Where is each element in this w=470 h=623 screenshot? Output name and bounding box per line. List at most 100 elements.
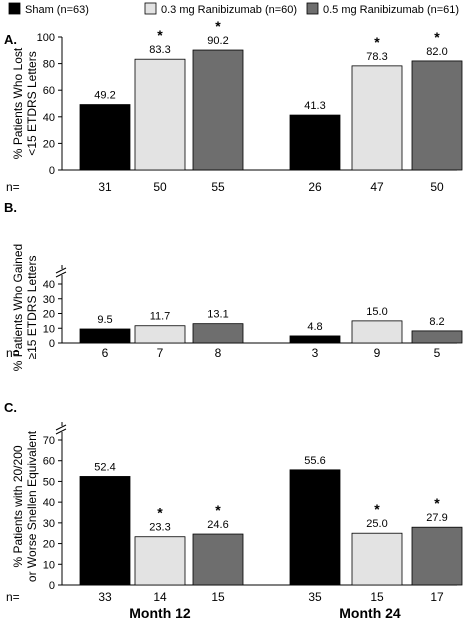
bar-value-label: 78.3 xyxy=(366,51,387,63)
bar xyxy=(411,330,463,344)
n-count-label: 55 xyxy=(211,180,225,194)
significance-star: * xyxy=(374,34,380,50)
bar xyxy=(411,60,463,171)
bar xyxy=(79,328,131,344)
y-tick-label: 50 xyxy=(43,476,55,488)
y-tick-label: 10 xyxy=(43,559,55,571)
n-count-label: 26 xyxy=(308,180,322,194)
bar-value-label: 9.5 xyxy=(97,314,112,326)
bar xyxy=(351,65,403,171)
bar-value-label: 24.6 xyxy=(207,519,228,531)
y-tick-label: 0 xyxy=(49,338,55,350)
bar-value-label: 8.2 xyxy=(429,316,444,328)
legend-label: 0.3 mg Ranibizumab (n=60) xyxy=(161,4,297,16)
axis-break-mark xyxy=(55,271,67,278)
bar-value-label: 15.0 xyxy=(366,306,387,318)
y-tick-label: 30 xyxy=(43,518,55,530)
panel-label: C. xyxy=(4,400,17,415)
bar xyxy=(289,114,341,171)
n-count-label: 47 xyxy=(370,180,384,194)
month-labels: Month 12 Month 24 xyxy=(129,605,401,621)
axis-break-gap xyxy=(59,426,65,432)
y-tick-label: 20 xyxy=(43,309,55,321)
bar xyxy=(192,323,244,344)
bar-value-label: 82.0 xyxy=(426,46,447,58)
y-axis-label: % Patients Who Lost xyxy=(11,47,25,159)
legend-item: 0.5 mg Ranibizumab (n=61) xyxy=(306,2,459,16)
n-count-label: 5 xyxy=(434,346,441,360)
bar xyxy=(134,536,186,586)
significance-star: * xyxy=(215,502,221,518)
axis-break-mark xyxy=(55,428,67,435)
y-tick-label: 0 xyxy=(49,580,55,592)
bar xyxy=(79,104,131,171)
significance-star: * xyxy=(434,29,440,45)
significance-star: * xyxy=(157,27,163,43)
n-count-label: 50 xyxy=(430,180,444,194)
month-label: Month 12 xyxy=(129,605,191,621)
legend-item: Sham (n=63) xyxy=(8,2,89,16)
panel-label: B. xyxy=(4,200,17,215)
bar xyxy=(134,325,186,344)
bar-value-label: 41.3 xyxy=(304,100,325,112)
y-axis-label: % Patients Who Gained xyxy=(11,244,25,371)
bar xyxy=(289,469,341,586)
y-tick-label: 60 xyxy=(43,85,55,97)
n-count-label: 33 xyxy=(98,590,112,604)
bar-value-label: 13.1 xyxy=(207,309,228,321)
n-label: n= xyxy=(6,180,20,194)
chart-panel-b: B. % Patients Who Gained ≥15 ETDRS Letters… xyxy=(4,200,463,371)
n-count-label: 15 xyxy=(211,590,225,604)
axis-break-gap xyxy=(59,269,65,275)
legend: Sham (n=63) 0.3 mg Ranibizumab (n=60) 0.5 … xyxy=(8,2,459,16)
bar xyxy=(192,49,244,171)
n-count-label: 17 xyxy=(430,590,444,604)
y-tick-label: 80 xyxy=(43,59,55,71)
y-tick-label: 10 xyxy=(43,323,55,335)
significance-star: * xyxy=(215,18,221,34)
n-count-label: 31 xyxy=(98,180,112,194)
y-tick-label: 40 xyxy=(43,279,55,291)
n-count-label: 6 xyxy=(102,346,109,360)
n-count-label: 50 xyxy=(153,180,167,194)
y-tick-label: 40 xyxy=(43,112,55,124)
month-label: Month 24 xyxy=(339,605,401,621)
significance-star: * xyxy=(374,501,380,517)
chart-panel-a: A.% Patients Who Lost <15 ETDRS Letters 0 2… xyxy=(4,18,463,194)
bar-value-label: 11.7 xyxy=(150,311,171,323)
legend-swatch xyxy=(144,2,157,15)
y-tick-label: 40 xyxy=(43,497,55,509)
bar-value-label: 49.2 xyxy=(94,90,115,102)
y-axis-label: % Patients with 20/200 xyxy=(11,445,25,567)
bar xyxy=(351,532,403,586)
y-tick-label: 100 xyxy=(37,32,55,44)
n-label: n= xyxy=(6,346,20,360)
chart-panel-c: C. % Patients with 20/200 or Worse Snellen… xyxy=(4,400,463,604)
y-axis-label: ≥15 ETDRS Letters xyxy=(25,256,39,360)
y-tick-label: 20 xyxy=(43,138,55,150)
bar xyxy=(134,58,186,171)
panel-label: A. xyxy=(4,32,17,47)
bar-value-label: 27.9 xyxy=(426,512,447,524)
y-tick-label: 30 xyxy=(43,294,55,306)
bar xyxy=(289,335,341,344)
bar xyxy=(79,476,131,586)
bar-value-label: 83.3 xyxy=(149,44,170,56)
y-tick-label: 70 xyxy=(43,435,55,447)
significance-star: * xyxy=(434,495,440,511)
legend-label: 0.5 mg Ranibizumab (n=61) xyxy=(323,4,459,16)
bar-value-label: 4.8 xyxy=(307,321,322,333)
significance-star: * xyxy=(157,505,163,521)
bar xyxy=(192,533,244,586)
legend-swatch xyxy=(8,2,21,15)
legend-swatch xyxy=(306,2,319,15)
y-axis-label: <15 ETDRS Letters xyxy=(25,51,39,155)
axis-break-mark xyxy=(55,424,67,431)
legend-label: Sham (n=63) xyxy=(25,4,89,16)
y-tick-label: 0 xyxy=(49,165,55,177)
n-count-label: 35 xyxy=(308,590,322,604)
y-axis-label: or Worse Snellen Equivalent xyxy=(25,430,39,582)
bar-value-label: 52.4 xyxy=(94,461,115,473)
n-count-label: 14 xyxy=(153,590,167,604)
